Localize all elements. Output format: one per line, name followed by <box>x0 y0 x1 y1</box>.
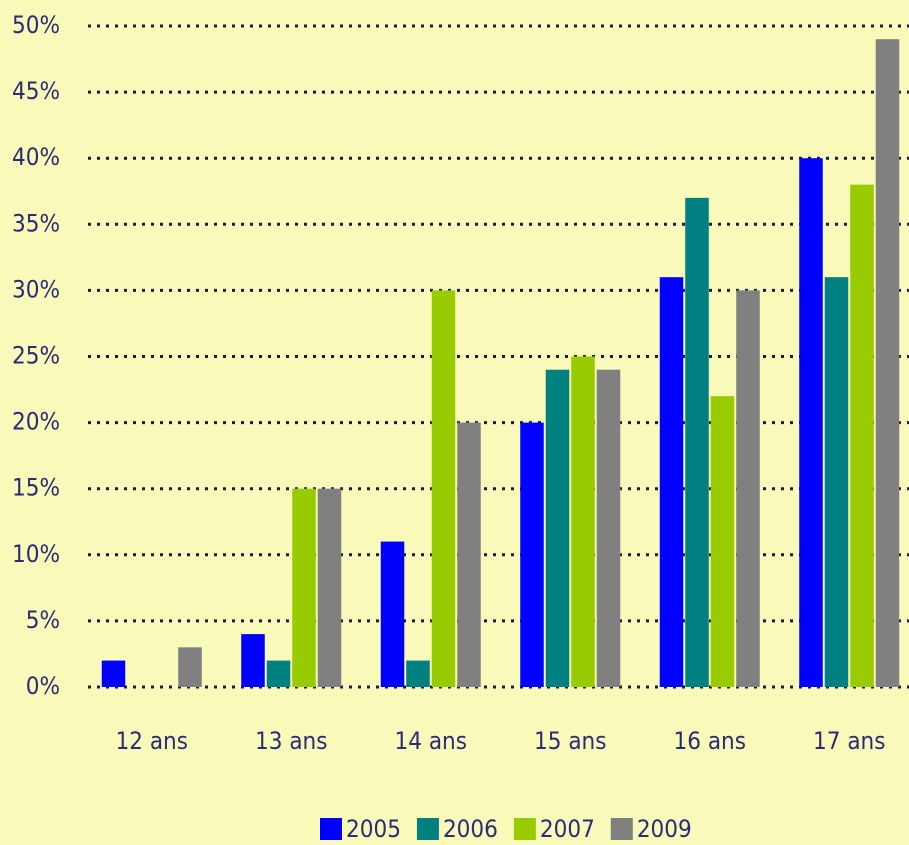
y-tick-label: 50% <box>12 11 60 39</box>
y-tick-label: 45% <box>12 77 60 105</box>
legend-label: 2007 <box>540 815 595 843</box>
bar <box>431 290 456 687</box>
y-tick-label: 15% <box>12 474 60 502</box>
bar <box>241 634 265 687</box>
bar <box>710 396 735 687</box>
bar <box>736 290 760 687</box>
bar <box>266 660 291 687</box>
y-tick-label: 35% <box>12 209 60 237</box>
legend-swatch <box>320 818 342 840</box>
bar <box>380 541 405 687</box>
bar <box>596 369 621 687</box>
bar <box>824 277 849 687</box>
legend-label: 2005 <box>346 815 401 843</box>
x-tick-label: 13 ans <box>255 727 328 755</box>
legend-label: 2009 <box>637 815 692 843</box>
bar <box>571 356 595 687</box>
x-tick-label: 15 ans <box>534 727 607 755</box>
bar <box>659 277 684 687</box>
bar <box>178 647 202 687</box>
bar <box>406 660 430 687</box>
bar <box>292 488 316 687</box>
y-tick-label: 30% <box>12 275 60 303</box>
bar <box>850 184 874 687</box>
x-tick-label: 12 ans <box>116 727 189 755</box>
x-tick-label: 14 ans <box>395 727 468 755</box>
legend-swatch <box>610 818 633 840</box>
legend-swatch <box>513 818 536 840</box>
bar <box>545 369 570 687</box>
legend-swatch <box>416 818 439 840</box>
bar <box>520 422 544 687</box>
y-tick-label: 25% <box>12 342 60 370</box>
bar <box>101 660 126 687</box>
y-tick-label: 5% <box>26 606 60 634</box>
x-tick-label: 17 ans <box>813 727 886 755</box>
bar <box>457 422 481 687</box>
bar <box>875 39 900 688</box>
x-tick-label: 16 ans <box>674 727 747 755</box>
y-tick-label: 40% <box>12 143 60 171</box>
y-tick-label: 0% <box>26 672 60 700</box>
bar <box>799 158 823 687</box>
bar <box>685 197 709 688</box>
y-tick-label: 10% <box>12 540 60 568</box>
legend-label: 2006 <box>443 815 498 843</box>
y-tick-label: 20% <box>12 408 60 436</box>
bar <box>317 488 342 687</box>
